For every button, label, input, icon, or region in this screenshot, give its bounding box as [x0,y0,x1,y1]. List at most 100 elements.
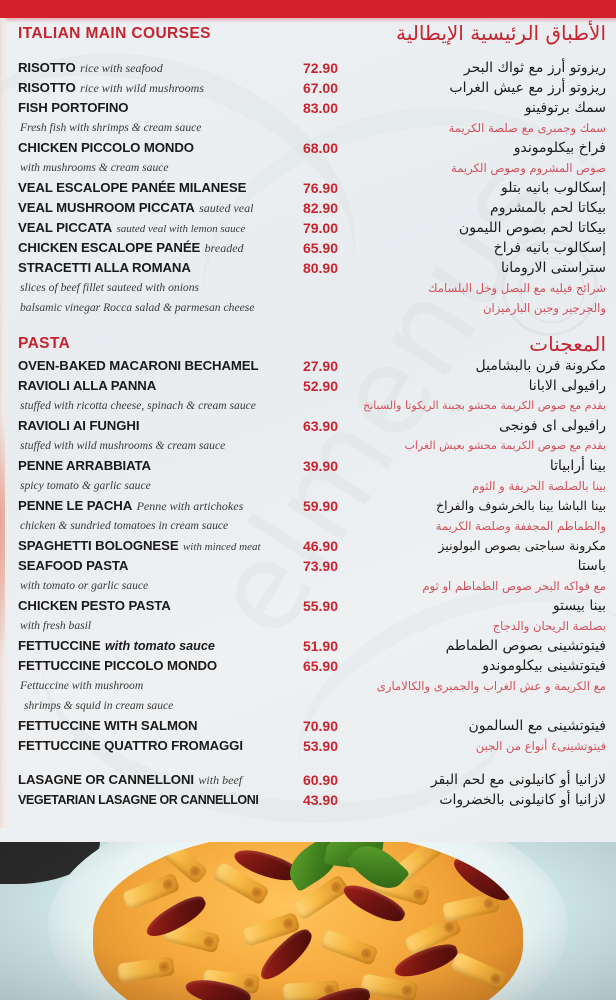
menu-item-row: PENNE LE PACHA Penne with artichokes 59.… [18,496,338,516]
section-title-pasta-arabic: المعجنات [529,332,606,356]
item-name-arabic: باستا [577,558,606,574]
menu-item-row: PENNE ARRABBIATA 39.90 [18,456,338,476]
pasta-mound [93,842,523,1000]
item-subtitle: with tomato sauce [104,639,215,653]
menu-content: ITALIAN MAIN COURSES RISOTTO rice with s… [0,18,616,828]
item-subtitle: with beef [198,773,243,787]
item-subtitle: rice with wild mushrooms [80,81,205,95]
item-name: FETTUCCINE QUATTRO FROMAGGI [18,738,243,753]
penne-piece [116,956,176,983]
item-name-arabic: إسكالوب بانيه فراخ [493,240,606,256]
menu-item-row: FISH PORTOFINO 83.00 [18,98,338,118]
item-price: 73.90 [302,558,338,574]
item-name-arabic: فيتوتشينى بيكلوموندو [482,658,606,674]
item-name-arabic: رافيولى الابانا [528,378,606,394]
item-name-arabic: مكرونة فرن بالبشاميل [475,358,606,374]
item-description: spicy tomato & garlic sauce [20,479,151,492]
item-price: 27.90 [302,358,338,374]
item-description-arabic: بصلصة الريحان والدجاج [492,619,606,633]
menu-item-row: VEGETARIAN LASAGNE OR CANNELLONI 43.90 [18,790,338,810]
item-description-arabic: مع فواكه البحر صوص الطماطم او ثوم [422,579,606,593]
item-price: 39.90 [302,458,338,474]
menu-item-row: SEAFOOD PASTA 73.90 [18,556,338,576]
item-price: 68.00 [302,140,338,156]
item-name-arabic: ريزوتو أرز مع عيش الغراب [449,80,606,96]
item-price: 67.00 [302,80,338,96]
item-price: 53.90 [302,738,338,754]
item-description-arabic: يقدم مع صوص الكريمة محشو بجبنة الريكوتا … [363,399,606,412]
item-description-arabic: سمك وجمبرى مع صلصة الكريمة [448,121,606,135]
item-name: RAVIOLI ALLA PANNA [18,378,157,393]
menu-item-row: CHICKEN PESTO PASTA 55.90 [18,596,338,616]
item-description: shrimps & squid in cream sauce [24,699,174,712]
item-name: PENNE LE PACHA [18,498,133,513]
item-description-arabic: شرائح فيليه مع البصل وخل البلسامك [427,281,606,295]
item-price: 65.90 [302,240,338,256]
item-price: 83.00 [302,100,338,116]
item-price: 70.90 [302,718,338,734]
item-name: FETTUCCINE PICCOLO MONDO [18,658,218,673]
menu-item-row: LASAGNE OR CANNELLONI with beef 60.90 [18,770,338,790]
item-price: 82.90 [302,200,338,216]
item-price: 51.90 [302,638,338,654]
item-name-arabic: فيتوتشينى بصوص الطماطم [445,638,606,654]
item-name: STRACETTI ALLA ROMANA [18,260,191,275]
section-title-italian-main-courses: ITALIAN MAIN COURSES [18,25,211,42]
item-name: VEAL MUSHROOM PICCATA [18,200,195,215]
section-title-pasta: PASTA [18,335,71,352]
item-name: VEAL ESCALOPE PANÉE MILANESE [18,180,247,195]
menu-item-row: CHICKEN ESCALOPE PANÉE breaded 65.90 [18,238,338,258]
item-name-arabic: ريزوتو أرز مع ثواك البحر [463,60,606,76]
menu-item-row: RISOTTO rice with wild mushrooms 67.00 [18,78,338,98]
menu-item-row: FETTUCCINE with tomato sauce 51.90 [18,636,338,656]
item-name-arabic: مكرونة سباجتى بصوص البولونيز [438,538,606,553]
item-description-arabic: يقدم مع صوص الكريمة محشو بعيش الغراب [404,439,606,452]
item-name: CHICKEN ESCALOPE PANÉE [18,240,201,255]
penne-piece [121,872,181,911]
item-description-arabic: والجرجير وجبن البارميزان [483,301,606,315]
item-subtitle: breaded [204,241,244,255]
item-description: stuffed with wild mushrooms & cream sauc… [20,439,226,452]
item-description-arabic: والطماطم المجففة وصلصة الكريمة [435,519,606,533]
item-name: SPAGHETTI BOLOGNESE [18,538,179,553]
item-name-arabic: رافيولى اى فونجى [498,418,606,434]
item-name-arabic: بينا الباشا بينا بالخرشوف والفراخ [436,498,606,513]
item-subtitle: sauted veal with lemon sauce [116,223,246,235]
item-price: 76.90 [302,180,338,196]
item-price: 52.90 [302,378,338,394]
menu-item-row: STRACETTI ALLA ROMANA 80.90 [18,258,338,278]
item-name-arabic: فراخ بيكلوموندو [513,140,606,156]
item-name: SEAFOOD PASTA [18,558,129,573]
menu-item-row: FETTUCCINE QUATTRO FROMAGGI 53.90 [18,736,338,756]
item-name: FISH PORTOFINO [18,100,129,115]
item-description-arabic: صوص المشروم وصوص الكريمة [450,161,606,175]
item-description: Fresh fish with shrimps & cream sauce [20,121,202,134]
item-name: RISOTTO [18,60,76,75]
item-name: CHICKEN PESTO PASTA [18,598,171,613]
item-description-arabic: مع الكريمة و عش الغراب والجمبرى والكالام… [376,679,606,693]
menu-item-row: VEAL ESCALOPE PANÉE MILANESE 76.90 [18,178,338,198]
item-price: 80.90 [302,260,338,276]
item-description-arabic [336,696,606,716]
item-name: FETTUCCINE [18,638,101,653]
top-red-bar [0,0,616,18]
item-price: 46.90 [302,538,338,554]
basil-leaf [345,842,411,899]
menu-item-row: OVEN-BAKED MACARONI BECHAMEL 27.90 [18,356,338,376]
item-name: LASAGNE OR CANNELLONI [18,772,194,787]
item-description: balsamic vinegar Rocca salad & parmesan … [20,301,255,314]
item-name: CHICKEN PICCOLO MONDO [18,140,194,155]
menu-item-row: CHICKEN PICCOLO MONDO 68.00 [18,138,338,158]
item-name-arabic: لازانيا أو كانيلونى مع لحم البقر [430,772,606,788]
item-subtitle: sauted veal [199,201,254,215]
menu-item-row: RISOTTO rice with seafood 72.90 [18,58,338,78]
item-description: Fettuccine with mushroom [20,679,144,692]
item-description: with tomato or garlic sauce [20,579,149,592]
item-price: 65.90 [302,658,338,674]
food-photo [0,842,616,1000]
english-column: ITALIAN MAIN COURSES RISOTTO rice with s… [18,18,338,810]
item-name: OVEN-BAKED MACARONI BECHAMEL [18,358,259,373]
penne-piece [319,928,379,967]
menu-item-row: SPAGHETTI BOLOGNESE with minced meat 46.… [18,536,338,556]
item-name-arabic: بيكاتا لحم بصوص الليمون [458,220,606,236]
